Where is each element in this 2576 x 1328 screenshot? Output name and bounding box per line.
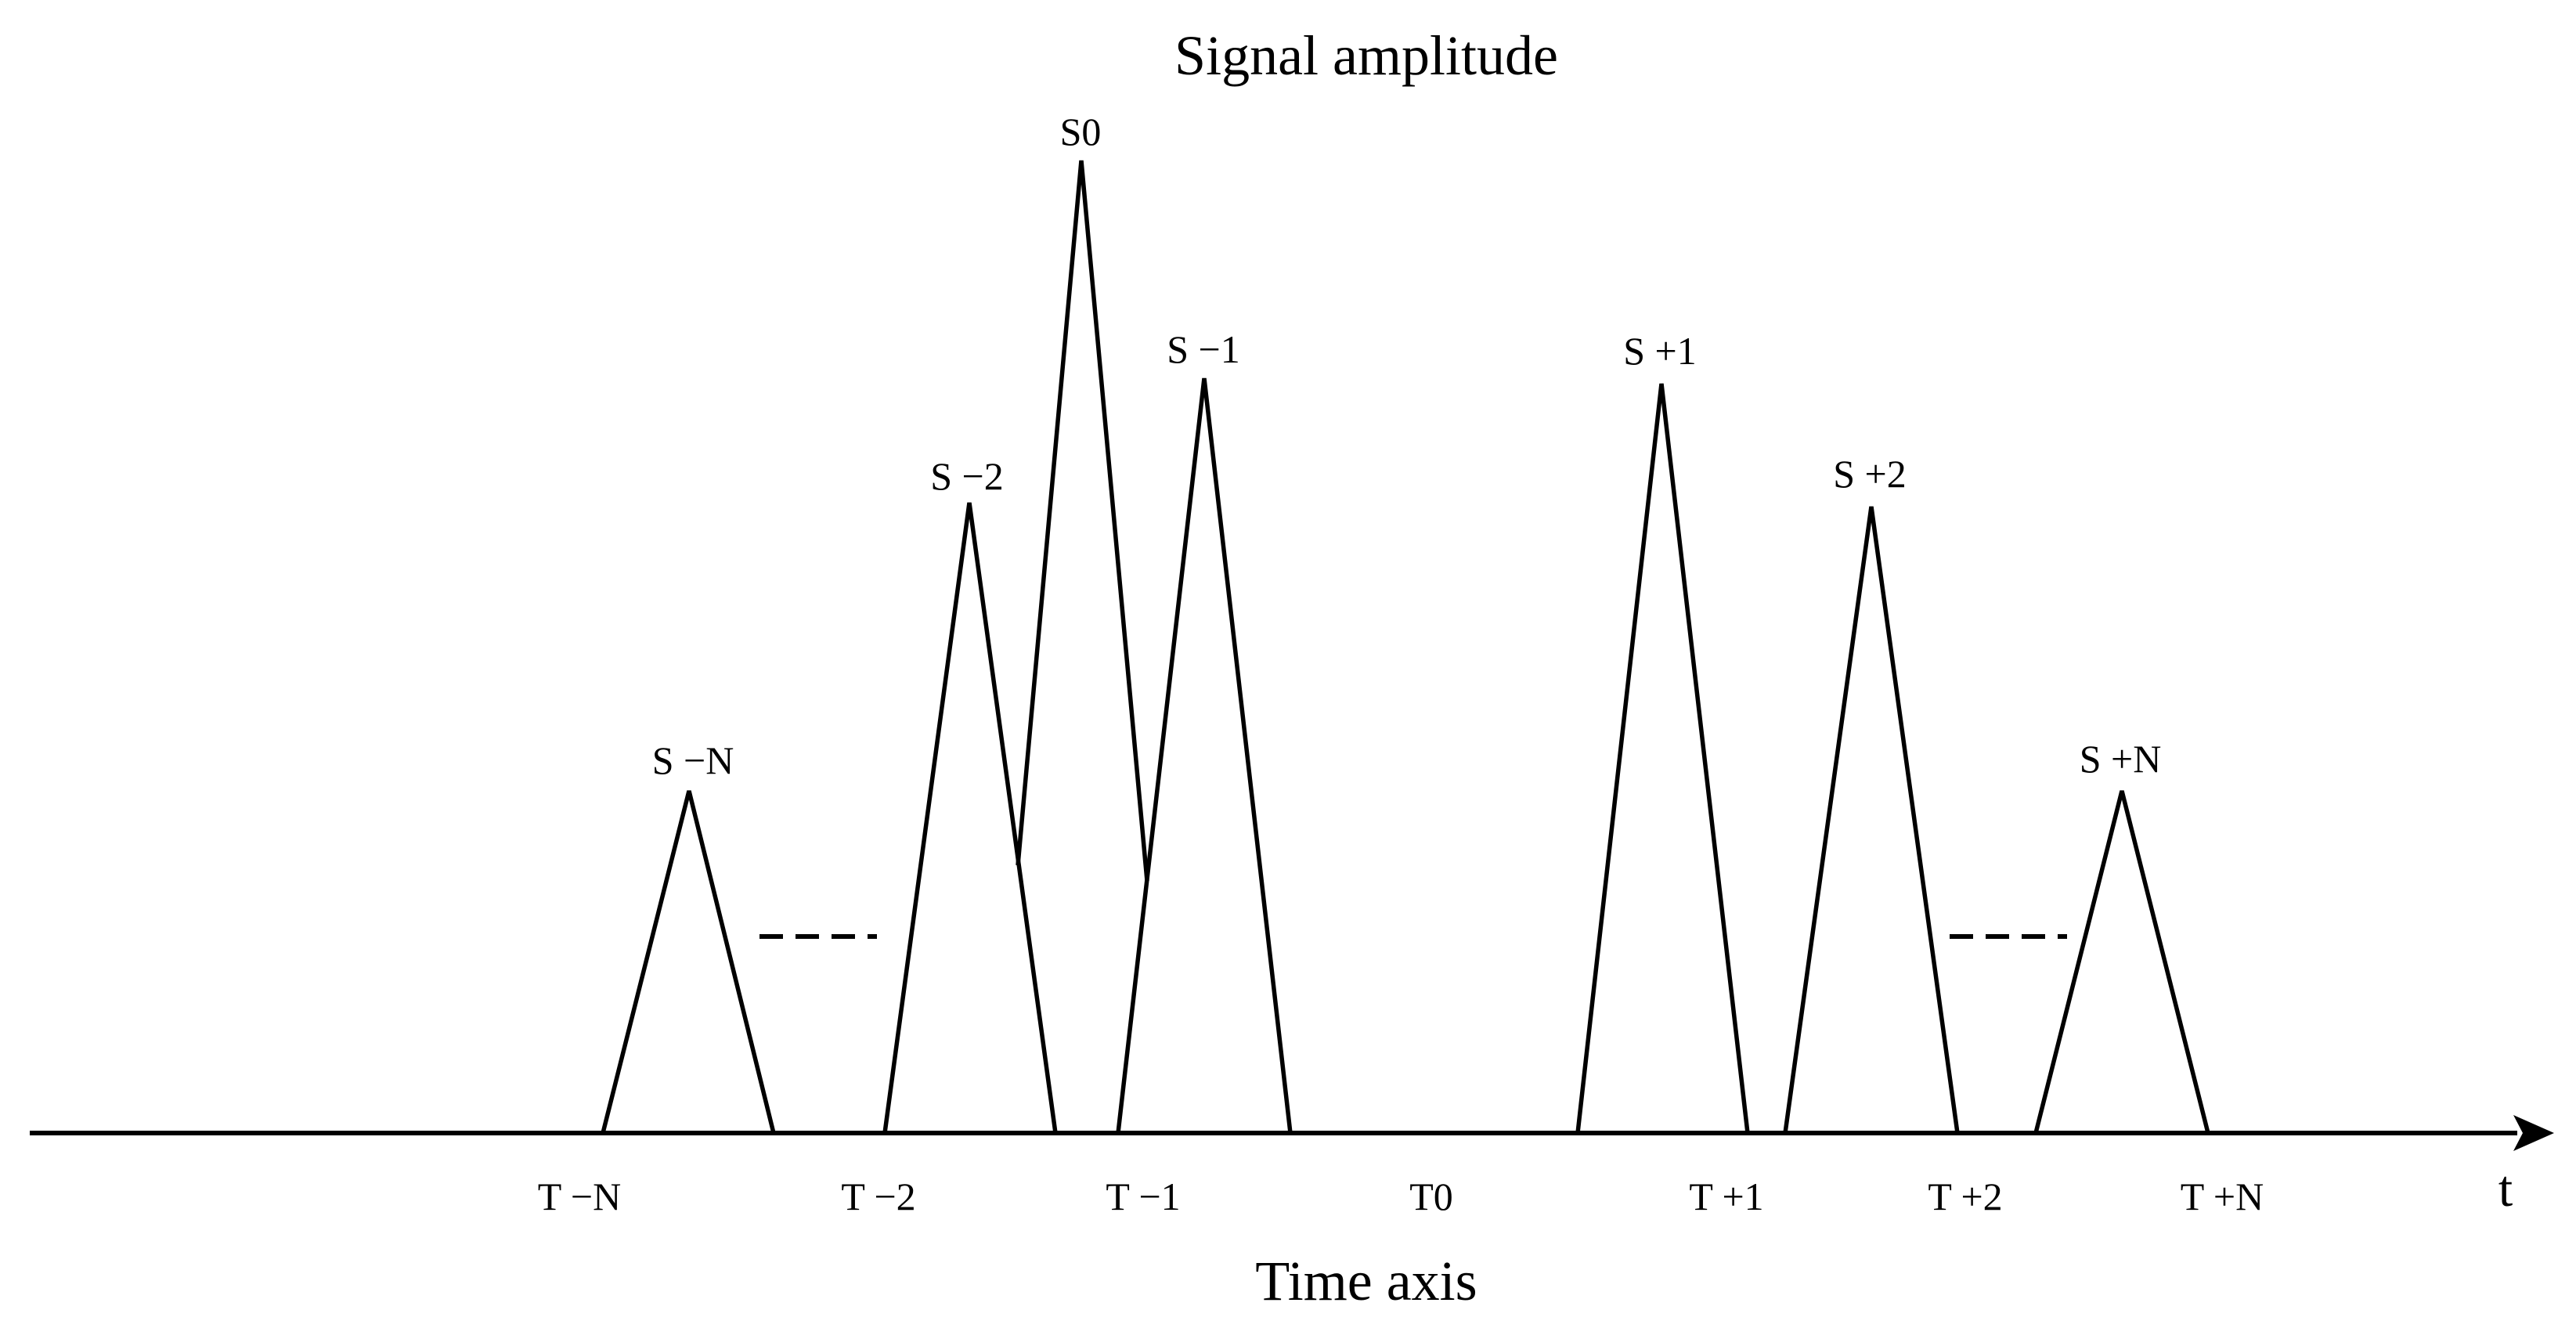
peak-label-s-plus-1: S +1: [1623, 329, 1697, 373]
time-label-t-plus-2: T +2: [1928, 1175, 2002, 1218]
peak-label-s0: S0: [1060, 110, 1102, 153]
pulse-group: [601, 160, 2210, 1134]
time-label-t-minus-2: T −2: [841, 1175, 915, 1218]
time-label-t0: T0: [1409, 1175, 1453, 1218]
diagram-title: Signal amplitude: [1174, 24, 1558, 87]
peak-label-s-minus-2: S −2: [930, 454, 1004, 498]
pulse-s-plus-n: [2033, 790, 2210, 1134]
time-label-t-minus-1: T −1: [1106, 1175, 1180, 1218]
axis-variable-label: t: [2498, 1160, 2513, 1218]
peak-label-s-plus-2: S +2: [1833, 452, 1907, 496]
pulse-s-minus-2: [882, 502, 1058, 1134]
pulse-s-minus-n: [601, 790, 776, 1134]
time-label-t-plus-1: T +1: [1689, 1175, 1763, 1218]
peak-label-s-plus-n: S +N: [2080, 737, 2162, 781]
pulse-s-plus-1: [1575, 383, 1750, 1134]
pulse-s-minus-1: [1116, 377, 1293, 1134]
peak-label-s-minus-1: S −1: [1167, 327, 1240, 371]
x-axis-title: Time axis: [1255, 1250, 1477, 1312]
time-label-t-minus-n: T −N: [538, 1175, 621, 1218]
time-label-t-plus-n: T +N: [2181, 1175, 2264, 1218]
pulse-s-plus-2: [1783, 506, 1960, 1134]
peak-label-s-minus-n: S −N: [652, 738, 734, 782]
time-axis-arrowhead: [2513, 1115, 2554, 1151]
pulse-s0: [1016, 160, 1149, 882]
